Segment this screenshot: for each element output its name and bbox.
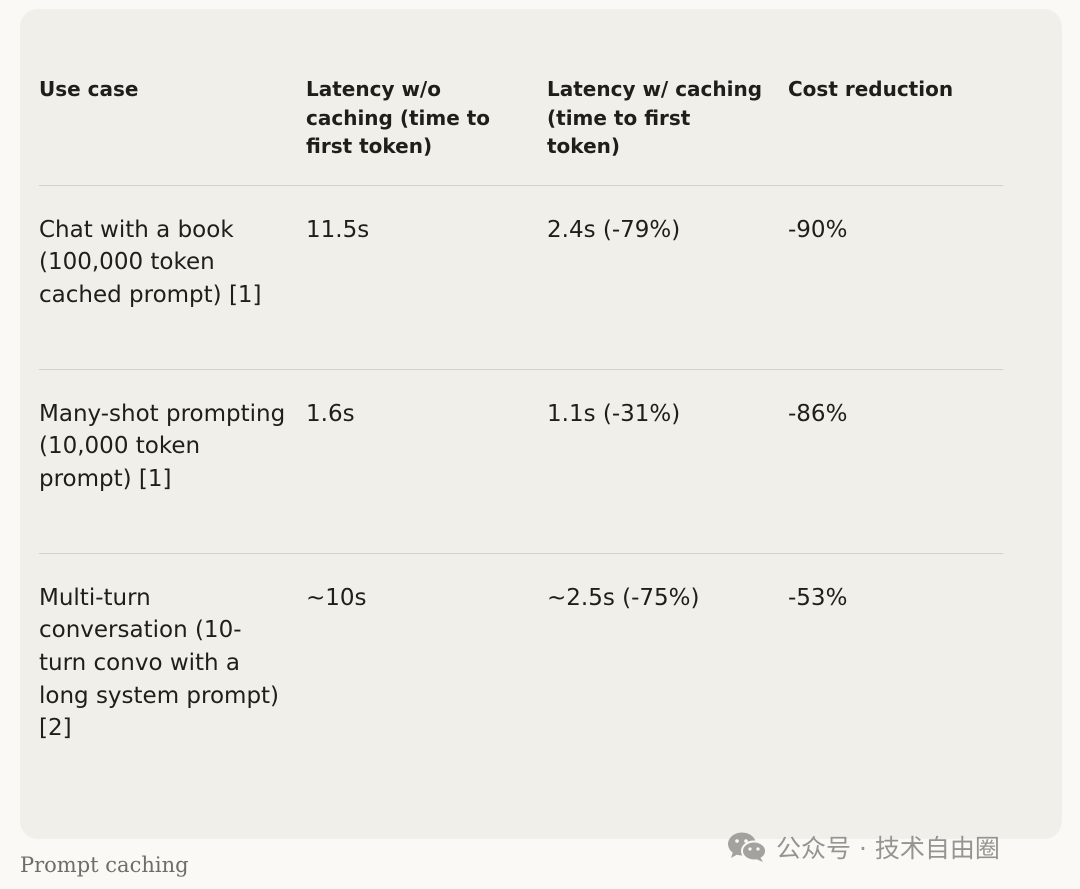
- table-row: Multi-turn conversation (10-turn convo w…: [39, 553, 1003, 771]
- header-latency-without-caching: Latency w/o caching (time to first token…: [306, 64, 547, 186]
- cell-use-case: Many-shot prompting (10,000 token prompt…: [39, 369, 306, 554]
- header-latency-with-caching: Latency w/ caching (time to first token): [547, 64, 788, 186]
- table-row: Many-shot prompting (10,000 token prompt…: [39, 369, 1003, 554]
- watermark: 公众号 · 技术自由圈: [726, 829, 1000, 865]
- cell-latency-with: ~2.5s (-75%): [547, 584, 700, 611]
- cell-latency-without: 11.5s: [306, 185, 547, 370]
- comparison-table: Use case Latency w/o caching (time to fi…: [39, 64, 1003, 771]
- table-row: Chat with a book (100,000 token cached p…: [39, 185, 1003, 370]
- header-use-case: Use case: [39, 64, 306, 186]
- wechat-icon: [728, 832, 767, 862]
- header-cost-reduction: Cost reduction: [788, 64, 1003, 186]
- cell-cost-reduction: -53%: [788, 584, 848, 611]
- cell-latency-without: ~10s: [306, 584, 367, 611]
- cell-latency-with: 2.4s (-79%): [547, 185, 788, 370]
- cell-cost-reduction: -90%: [788, 185, 1003, 370]
- cell-latency-with: 1.1s (-31%): [547, 369, 788, 554]
- cell-use-case: Multi-turn conversation (10-turn convo w…: [39, 584, 280, 742]
- watermark-text: 公众号 · 技术自由圈: [776, 834, 1000, 863]
- figure-caption: Prompt caching: [20, 853, 189, 877]
- cell-cost-reduction: -86%: [788, 369, 1003, 554]
- cell-use-case: Chat with a book (100,000 token cached p…: [39, 185, 306, 370]
- cell-latency-without: 1.6s: [306, 369, 547, 554]
- table-header-row: Use case Latency w/o caching (time to fi…: [39, 64, 1003, 186]
